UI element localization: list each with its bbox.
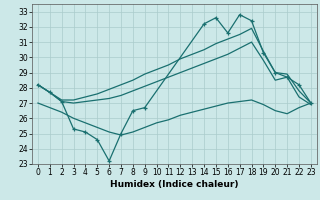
X-axis label: Humidex (Indice chaleur): Humidex (Indice chaleur) bbox=[110, 180, 239, 189]
